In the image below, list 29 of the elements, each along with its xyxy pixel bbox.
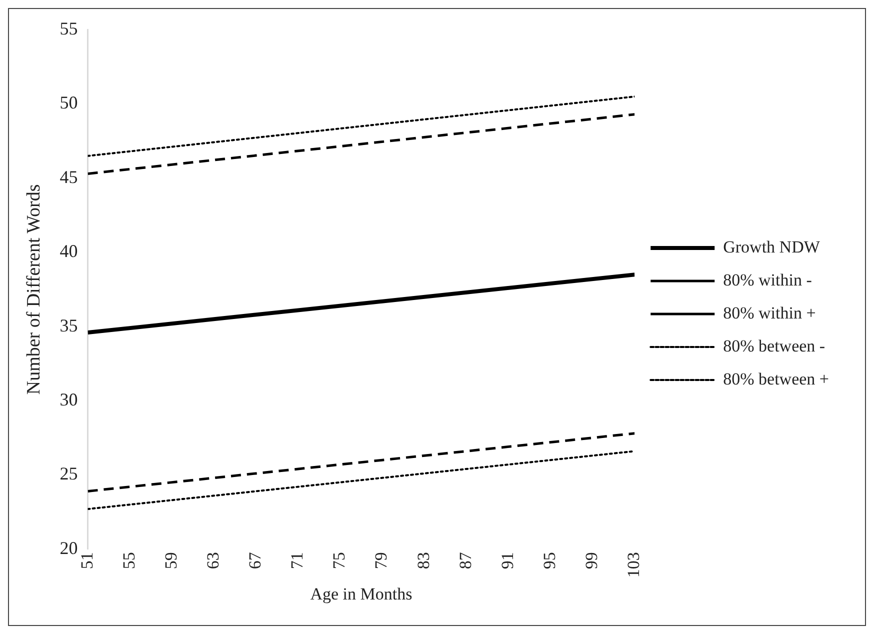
y-axis-title: Number of Different Words <box>23 184 44 395</box>
x-tick-label: 103 <box>624 552 644 578</box>
x-tick-label: 91 <box>498 552 517 570</box>
x-tick-label: 51 <box>77 552 96 570</box>
x-tick-label: 67 <box>246 552 265 570</box>
legend-label: 80% within - <box>723 270 812 290</box>
y-tick-label: 30 <box>60 389 78 410</box>
x-tick-label: 55 <box>119 552 138 570</box>
legend-label: 80% between - <box>723 336 826 356</box>
x-tick-label: 87 <box>456 552 475 570</box>
x-axis-title: Age in Months <box>310 584 412 604</box>
x-tick-label: 99 <box>582 552 602 570</box>
y-tick-label: 40 <box>60 241 78 262</box>
y-tick-label: 25 <box>60 464 78 484</box>
y-tick-label: 55 <box>60 18 78 39</box>
x-tick-label: 75 <box>330 552 349 570</box>
y-tick-label: 50 <box>60 92 78 113</box>
x-tick-label: 95 <box>540 552 559 570</box>
x-tick-label: 71 <box>288 552 307 570</box>
legend-label: Growth NDW <box>723 237 821 256</box>
x-tick-label: 83 <box>414 552 433 570</box>
x-tick-label: 79 <box>372 552 391 570</box>
y-tick-label: 35 <box>60 315 78 336</box>
x-tick-label: 63 <box>203 552 222 570</box>
x-tick-label: 59 <box>161 552 180 570</box>
legend-label: 80% between + <box>723 369 830 388</box>
y-tick-label: 45 <box>60 166 78 187</box>
legend-label: 80% within + <box>723 303 816 322</box>
y-tick-label: 20 <box>60 538 78 558</box>
